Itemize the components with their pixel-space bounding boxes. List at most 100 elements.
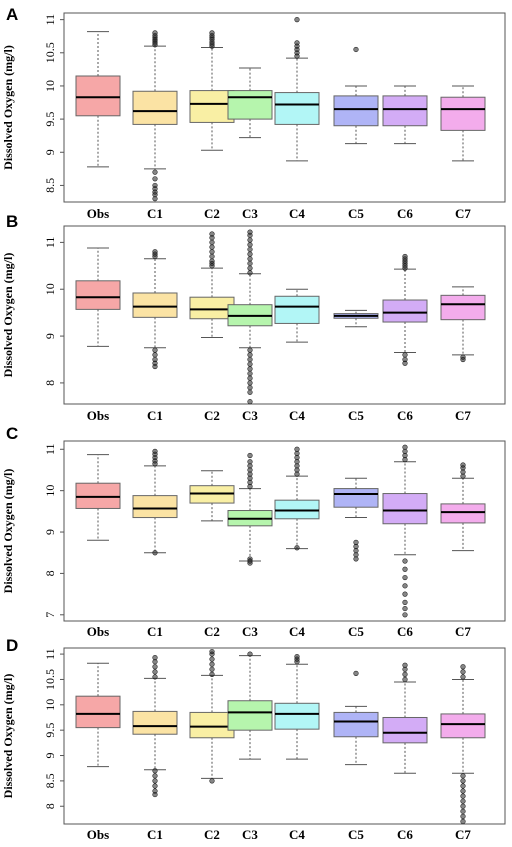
category-label: Obs — [87, 408, 109, 423]
iqr-box — [440, 294, 486, 321]
outlier-point — [460, 783, 466, 789]
box-C7 — [440, 286, 486, 363]
box-C7 — [440, 85, 486, 162]
category-label: C4 — [289, 206, 305, 221]
outlier-point — [209, 244, 215, 250]
y-tick-label: 9 — [43, 149, 57, 155]
outlier-point — [152, 169, 158, 175]
category-label: C3 — [242, 624, 258, 639]
box-C2 — [189, 648, 235, 784]
outlier-point — [152, 347, 158, 353]
box-Obs — [75, 454, 121, 541]
outlier-point — [460, 818, 466, 825]
outlier-point — [152, 352, 158, 358]
iqr-box — [274, 295, 320, 324]
outlier-point — [247, 270, 253, 276]
outlier-point — [209, 239, 215, 245]
category-label: C5 — [348, 827, 364, 842]
outlier-point — [247, 452, 253, 459]
iqr-box — [132, 495, 178, 519]
outlier-point — [247, 370, 253, 377]
box-C4 — [274, 654, 320, 760]
panel-letter: B — [6, 212, 18, 231]
outlier-point — [460, 798, 466, 804]
outlier-point — [152, 363, 158, 370]
outlier-point — [209, 656, 215, 662]
category-label: C3 — [242, 408, 258, 423]
iqr-box — [333, 488, 379, 508]
outlier-point — [152, 196, 158, 202]
panel-A: A Dissolved Oxygen (mg/l) 8.5 9 9.5 10 10.5 11 O… — [1, 5, 506, 221]
outlier-point — [152, 778, 158, 784]
outlier-point — [247, 265, 253, 271]
y-tick-label: 11 — [43, 443, 57, 455]
outlier-point — [294, 654, 300, 660]
iqr-box — [440, 503, 486, 524]
outlier-point — [247, 651, 253, 657]
outlier-point — [460, 674, 466, 680]
outlier-point — [460, 669, 466, 675]
outlier-point — [247, 366, 253, 372]
iqr-box — [333, 711, 379, 738]
panel-C: C Dissolved Oxygen (mg/l) 7 8 9 10 11 Obs C1 C2 C3… — [1, 424, 506, 639]
outlier-point — [247, 251, 253, 257]
outlier-point — [209, 253, 215, 260]
outlier-point — [247, 229, 253, 235]
y-tick-label: 10 — [43, 283, 57, 295]
box-C2 — [189, 231, 235, 338]
y-axis-label: Dissolved Oxygen (mg/l) — [1, 469, 15, 594]
box-C7 — [440, 462, 486, 552]
category-label: C5 — [348, 206, 364, 221]
iqr-box — [274, 499, 320, 520]
iqr-box — [75, 695, 121, 729]
outlier-point — [152, 655, 158, 661]
iqr-box — [382, 716, 428, 744]
outlier-point — [294, 17, 300, 23]
box-C4 — [274, 17, 320, 162]
y-tick-label: 9 — [43, 333, 57, 339]
outlier-point — [460, 356, 466, 363]
plot-frame — [63, 440, 506, 622]
category-label: Obs — [87, 827, 109, 842]
category-label: C7 — [455, 827, 471, 842]
outlier-point — [152, 773, 158, 779]
y-tick-label: 9.5 — [43, 112, 57, 127]
y-tick-label: 9.5 — [43, 723, 57, 738]
outlier-point — [460, 664, 466, 670]
outlier-point — [247, 380, 253, 386]
box-C4 — [274, 446, 320, 551]
outlier-point — [402, 671, 408, 677]
iqr-box — [382, 95, 428, 127]
outlier-point — [353, 46, 359, 53]
outlier-point — [402, 583, 408, 589]
y-tick-label: 10 — [43, 699, 57, 711]
outlier-point — [209, 231, 215, 237]
outlier-point — [402, 444, 408, 450]
outlier-point — [460, 803, 466, 809]
box-C2 — [189, 30, 235, 151]
y-tick-label: 11 — [43, 648, 57, 660]
y-tick-label: 8 — [43, 803, 57, 809]
plot-frame — [63, 12, 506, 203]
category-label: C1 — [147, 827, 163, 842]
iqr-box — [440, 96, 486, 131]
outlier-point — [247, 256, 253, 262]
box-C4 — [274, 288, 320, 343]
outlier-point — [152, 768, 158, 774]
panel-B: B Dissolved Oxygen (mg/l) 8 9 10 11 Obs C1 C2 C3 C… — [1, 212, 506, 423]
y-tick-label: 8.5 — [43, 773, 57, 788]
y-tick-label: 10.5 — [43, 42, 57, 63]
box-Obs — [75, 662, 121, 768]
outlier-point — [247, 389, 253, 395]
y-tick-label: 8.5 — [43, 178, 57, 193]
outlier-point — [247, 459, 253, 465]
category-label: C6 — [397, 408, 413, 423]
outlier-point — [247, 385, 253, 391]
category-label: Obs — [87, 206, 109, 221]
outlier-point — [152, 176, 158, 182]
box-C3 — [227, 67, 273, 139]
iqr-box — [189, 90, 235, 123]
category-label: C4 — [289, 624, 305, 639]
category-label: C3 — [242, 827, 258, 842]
